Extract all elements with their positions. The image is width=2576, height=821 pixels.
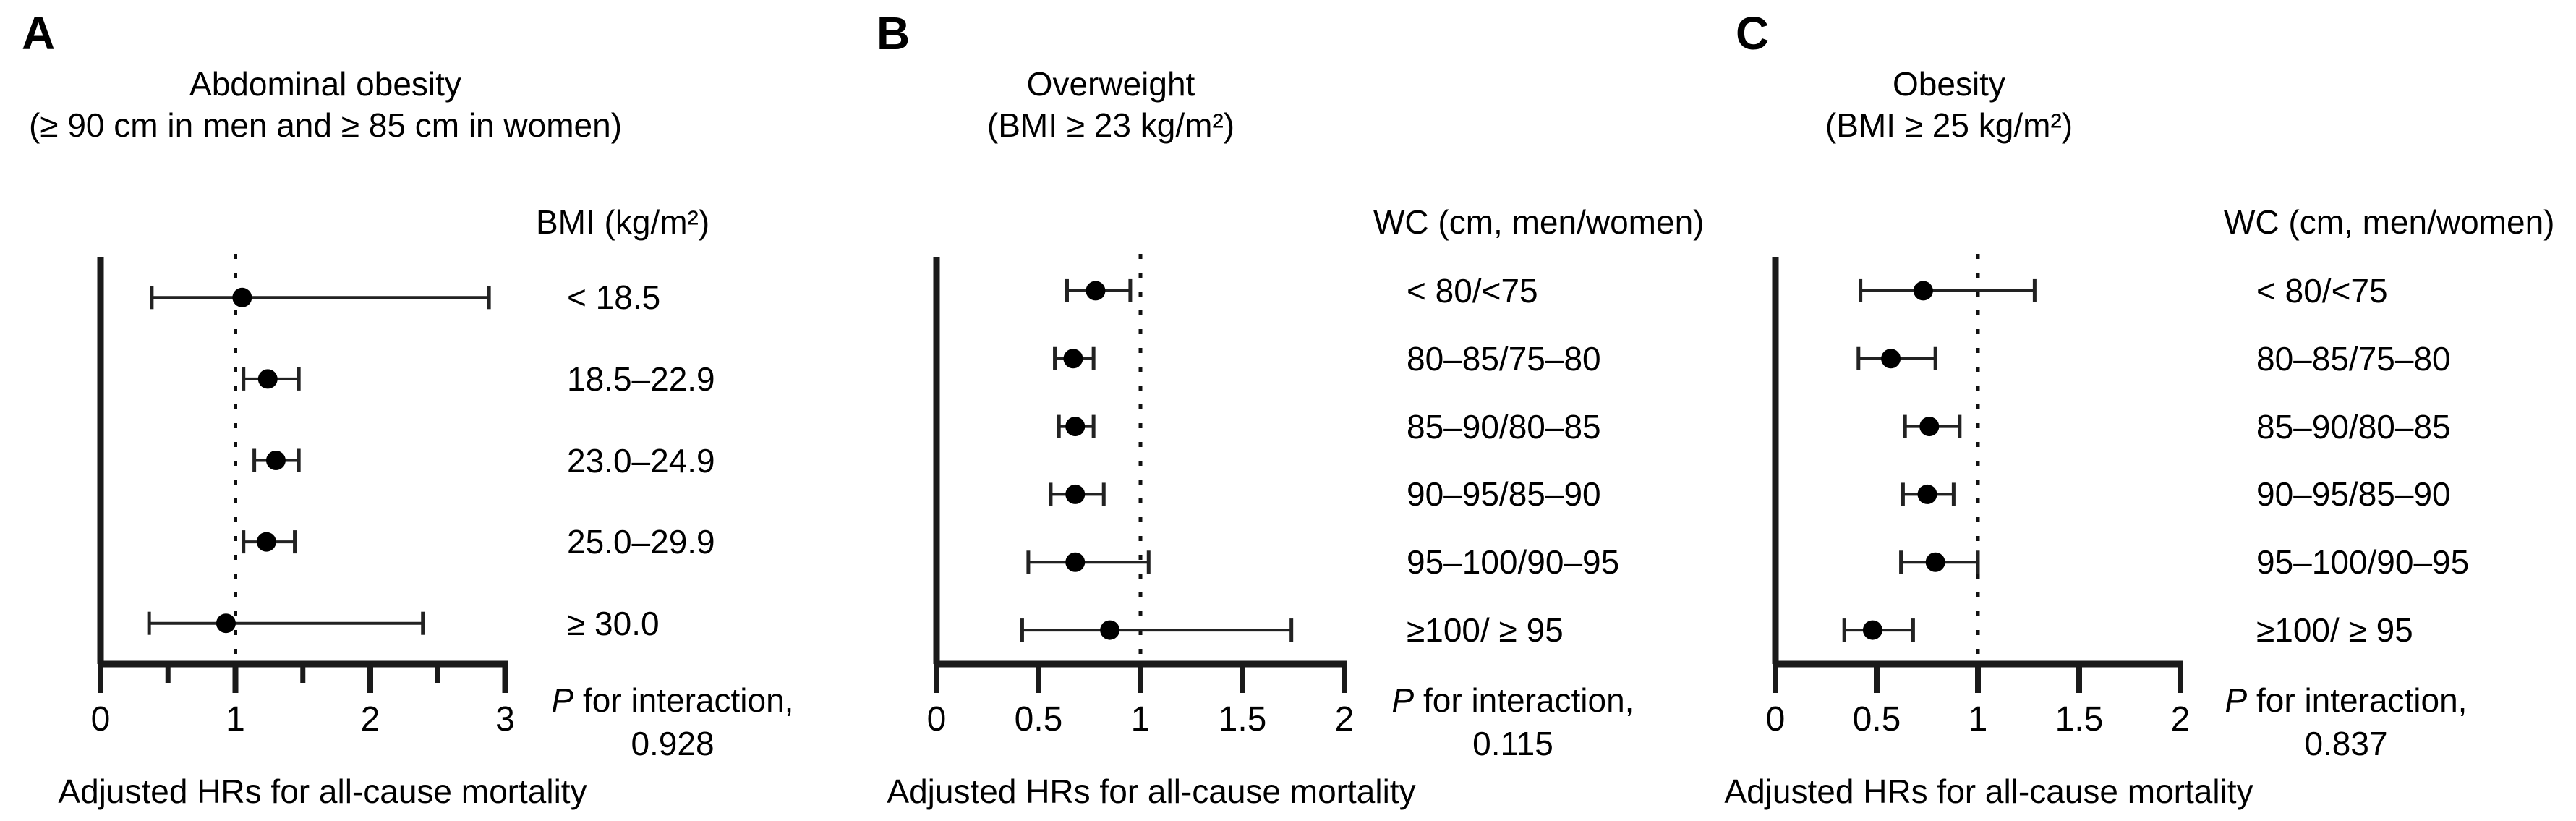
point-marker xyxy=(1065,417,1086,437)
point-marker xyxy=(1925,552,1945,572)
point-marker xyxy=(1919,417,1940,437)
point-marker xyxy=(232,287,252,307)
row-label: 90–95/85–90 xyxy=(2256,475,2451,514)
row-label: < 80/<75 xyxy=(2256,271,2388,310)
row-label: 25.0–29.9 xyxy=(567,523,715,561)
point-marker xyxy=(1881,349,1901,369)
panel-letter: A xyxy=(22,7,56,59)
panel-title-line2: (≥ 90 cm in men and ≥ 85 cm in women) xyxy=(28,106,623,144)
row-label: 95–100/90–95 xyxy=(2256,543,2470,582)
category-column-header: WC (cm, men/women) xyxy=(1373,203,1705,241)
row-label: < 18.5 xyxy=(567,278,661,317)
panel-title-line2: (BMI ≥ 23 kg/m²) xyxy=(986,106,1235,144)
x-axis-tick-label: 3 xyxy=(495,700,515,739)
p-interaction-label: P for interaction, xyxy=(1253,679,1773,722)
panel-title-line1: Obesity xyxy=(1893,65,2005,103)
row-label: 80–85/75–80 xyxy=(1407,339,1601,378)
p-interaction-block: P for interaction, 0.115 xyxy=(1253,679,1773,765)
panel-title: Obesity (BMI ≥ 25 kg/m²) xyxy=(1479,64,2419,146)
point-marker xyxy=(1063,349,1083,369)
row-label: 95–100/90–95 xyxy=(1407,543,1620,582)
row-label: 18.5–22.9 xyxy=(567,360,715,398)
p-interaction-text: for interaction, xyxy=(2247,681,2468,719)
panel-title: Overweight (BMI ≥ 23 kg/m²) xyxy=(641,64,1581,146)
x-axis-tick-label: 0.5 xyxy=(1015,700,1063,739)
p-interaction-text: for interaction, xyxy=(1414,681,1634,719)
point-marker xyxy=(1917,484,1937,504)
x-axis-tick-label: 0.5 xyxy=(1853,700,1901,739)
p-interaction-text: for interaction, xyxy=(573,681,794,719)
p-interaction-block: P for interaction, 0.928 xyxy=(412,679,933,765)
row-label: 85–90/80–85 xyxy=(2256,407,2451,446)
x-axis-tick-label: 0 xyxy=(91,700,111,739)
p-interaction-value: 0.837 xyxy=(2304,725,2388,762)
x-axis-tick-label: 0 xyxy=(927,700,947,739)
point-marker xyxy=(256,532,276,552)
panel-letter: C xyxy=(1736,7,1770,59)
p-italic: P xyxy=(551,681,574,719)
point-marker xyxy=(1100,620,1120,640)
p-italic: P xyxy=(1391,681,1415,719)
point-marker xyxy=(1086,281,1106,301)
x-axis-caption: Adjusted HRs for all-cause mortality xyxy=(887,773,1416,810)
point-marker xyxy=(216,613,236,634)
x-axis-tick-label: 0 xyxy=(1766,700,1786,739)
x-axis-tick-label: 1.5 xyxy=(2055,700,2104,739)
row-label: ≥ 30.0 xyxy=(567,604,660,642)
p-italic: P xyxy=(2225,681,2248,719)
row-label: < 80/<75 xyxy=(1407,271,1538,310)
panel-title-line2: (BMI ≥ 25 kg/m²) xyxy=(1825,106,2073,144)
row-label: 23.0–24.9 xyxy=(567,441,715,480)
panel-letter: B xyxy=(877,7,910,59)
point-marker xyxy=(1862,620,1882,640)
x-axis-tick-label: 1 xyxy=(1969,700,1988,739)
p-interaction-label: P for interaction, xyxy=(412,679,933,722)
row-label: 85–90/80–85 xyxy=(1407,407,1601,446)
x-axis-tick-label: 2 xyxy=(1335,700,1355,739)
x-axis-tick-label: 1 xyxy=(226,700,245,739)
point-marker xyxy=(257,369,278,389)
row-label: 90–95/85–90 xyxy=(1407,475,1601,514)
x-axis-caption: Adjusted HRs for all-cause mortality xyxy=(58,773,587,810)
p-interaction-block: P for interaction, 0.837 xyxy=(2086,679,2576,765)
panel-title: Abdominal obesity (≥ 90 cm in men and ≥ 8… xyxy=(0,64,796,146)
row-label: ≥100/ ≥ 95 xyxy=(1407,611,1564,650)
x-axis-tick-label: 1.5 xyxy=(1219,700,1267,739)
p-interaction-value: 0.928 xyxy=(631,725,715,762)
x-axis-caption: Adjusted HRs for all-cause mortality xyxy=(1724,773,2253,810)
category-column-header: BMI (kg/m²) xyxy=(536,203,710,241)
category-column-header: WC (cm, men/women) xyxy=(2224,203,2555,241)
p-interaction-value: 0.115 xyxy=(1472,725,1553,762)
p-interaction-label: P for interaction, xyxy=(2086,679,2576,722)
row-label: ≥100/ ≥ 95 xyxy=(2256,611,2413,650)
panel-title-line1: Abdominal obesity xyxy=(189,65,461,103)
point-marker xyxy=(1065,552,1086,572)
point-marker xyxy=(1065,484,1086,504)
x-axis-tick-label: 1 xyxy=(1131,700,1151,739)
point-marker xyxy=(1913,281,1933,301)
row-label: 80–85/75–80 xyxy=(2256,339,2451,378)
point-marker xyxy=(265,451,286,470)
x-axis-tick-label: 2 xyxy=(2171,700,2191,739)
x-axis-tick-label: 2 xyxy=(361,700,380,739)
panel-title-line1: Overweight xyxy=(1026,65,1195,103)
